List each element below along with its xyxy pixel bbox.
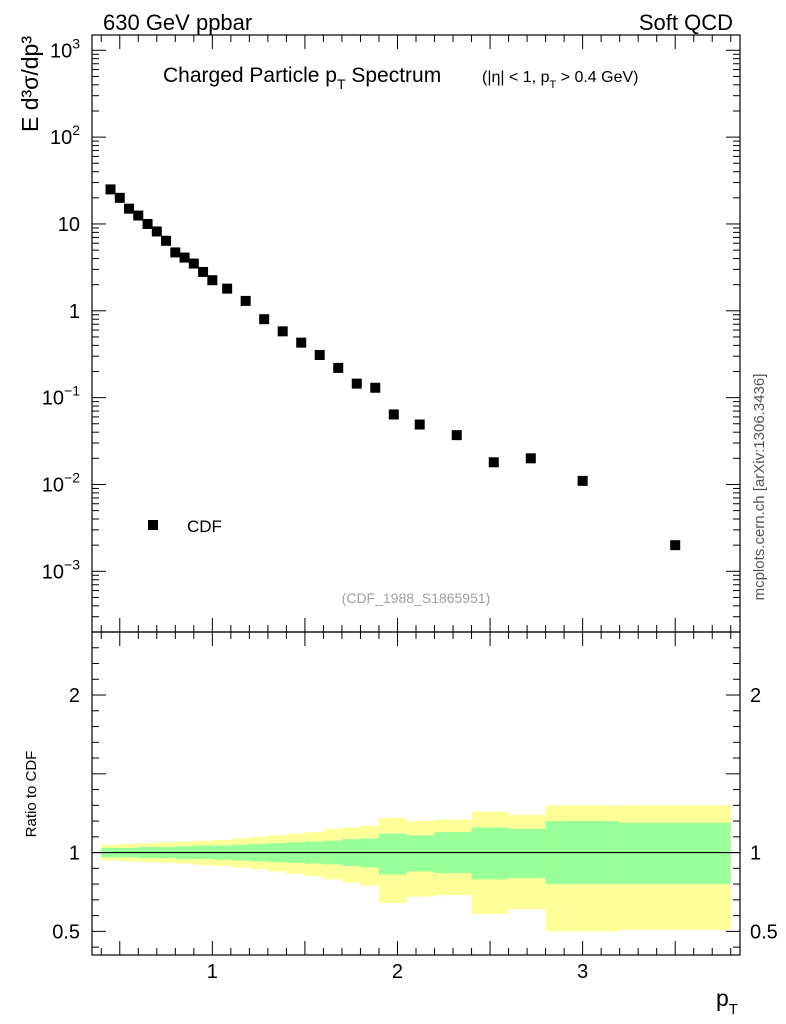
tick-label-exponent: −2 bbox=[64, 469, 80, 485]
ratio-y-tick-label-right: 1 bbox=[750, 843, 761, 865]
main-y-tick-label: 102 bbox=[50, 122, 80, 149]
header-left-label: 630 GeV ppbar bbox=[103, 10, 252, 35]
data-point bbox=[314, 349, 325, 360]
data-point bbox=[451, 430, 462, 441]
ratio-plot-panel: 0.5 0.5 1 1 2 2 1 2 3 Ratio to CDF pT bbox=[23, 631, 778, 1018]
main-data-points bbox=[105, 184, 681, 551]
data-point bbox=[525, 453, 536, 464]
analysis-tag: (CDF_1988_S1865951) bbox=[342, 590, 491, 606]
main-y-tick-label: 103 bbox=[50, 35, 80, 62]
data-point bbox=[259, 314, 270, 325]
data-point bbox=[277, 326, 288, 337]
data-point bbox=[170, 247, 181, 258]
legend-label-cdf: CDF bbox=[187, 517, 222, 536]
main-y-tick-label: 10 bbox=[58, 214, 80, 236]
data-point bbox=[414, 419, 425, 430]
main-cuts: (|η| < 1, pT > 0.4 GeV) bbox=[482, 69, 638, 91]
data-point bbox=[333, 362, 344, 373]
data-point bbox=[388, 409, 399, 420]
data-point bbox=[105, 184, 116, 195]
ratio-tick-labels: 0.5 0.5 1 1 2 2 1 2 3 bbox=[52, 685, 778, 983]
side-source-label: mcplots.cern.ch [arXiv:1306.3436] bbox=[751, 374, 768, 601]
data-point bbox=[222, 283, 233, 294]
data-point bbox=[188, 258, 199, 269]
x-axis-label-sub: T bbox=[729, 1001, 738, 1018]
data-point bbox=[488, 457, 499, 468]
tick-label-exponent: −1 bbox=[64, 383, 80, 399]
ratio-band-inner bbox=[406, 835, 435, 872]
main-title-main: Charged Particle p bbox=[163, 64, 337, 87]
data-point bbox=[670, 540, 681, 551]
main-title-tail: Spectrum bbox=[346, 64, 442, 87]
x-axis-label: pT bbox=[716, 985, 738, 1018]
x-tick-label: 3 bbox=[577, 961, 588, 983]
x-axis-label-main: p bbox=[716, 985, 729, 1011]
main-y-axis-label: E d³σ/dp³ bbox=[17, 36, 43, 132]
ratio-plot-frame bbox=[91, 631, 741, 956]
main-cuts-main: (|η| < 1, p bbox=[482, 69, 550, 86]
tick-label-base: 10 bbox=[42, 561, 64, 583]
main-plot-frame bbox=[91, 34, 741, 633]
tick-label-base: 10 bbox=[42, 388, 64, 410]
ratio-band-inner bbox=[471, 827, 509, 880]
ratio-uncertainty-bands bbox=[101, 805, 731, 932]
data-point bbox=[296, 337, 307, 348]
data-point bbox=[133, 210, 144, 221]
main-cuts-sub: T bbox=[549, 79, 556, 91]
main-axis-ticks bbox=[92, 35, 740, 633]
ratio-band-inner bbox=[619, 822, 731, 885]
ratio-y-tick-label-right: 0.5 bbox=[750, 921, 778, 943]
tick-label-exponent: 2 bbox=[72, 122, 80, 138]
tick-label-base: 10 bbox=[50, 127, 72, 149]
ratio-band-inner bbox=[378, 833, 407, 875]
legend-marker-cdf bbox=[148, 520, 158, 530]
main-y-tick-label: 10−1 bbox=[42, 383, 80, 410]
main-y-tick-label: 1 bbox=[69, 301, 80, 323]
data-point bbox=[124, 203, 135, 214]
tick-label-exponent: 3 bbox=[72, 35, 80, 51]
ratio-band-inner bbox=[508, 828, 546, 878]
x-tick-label: 2 bbox=[392, 961, 403, 983]
ratio-y-tick-label-left: 1 bbox=[69, 843, 80, 865]
header-right-label: Soft QCD bbox=[639, 10, 733, 35]
data-point bbox=[179, 252, 190, 263]
x-tick-label: 1 bbox=[207, 961, 218, 983]
main-y-tick-label: 10−3 bbox=[42, 556, 80, 583]
main-title-sub: T bbox=[337, 76, 346, 92]
data-point bbox=[142, 218, 153, 229]
data-point bbox=[370, 382, 381, 393]
data-point bbox=[351, 378, 362, 389]
data-point bbox=[114, 192, 125, 203]
ratio-y-axis-label: Ratio to CDF bbox=[23, 751, 40, 838]
data-point bbox=[240, 295, 251, 306]
ratio-y-tick-label-right: 2 bbox=[750, 685, 761, 707]
tick-label-base: 10 bbox=[50, 40, 72, 62]
ratio-y-tick-label-left: 0.5 bbox=[52, 921, 80, 943]
data-point bbox=[577, 475, 588, 486]
tick-label-exponent: −3 bbox=[64, 556, 80, 572]
tick-label-base: 10 bbox=[42, 474, 64, 496]
data-point bbox=[161, 235, 172, 246]
main-title: Charged Particle pT Spectrum bbox=[163, 64, 441, 92]
data-point bbox=[198, 266, 209, 277]
main-y-tick-label: 10−2 bbox=[42, 469, 80, 496]
data-point bbox=[151, 226, 162, 237]
ratio-y-tick-label-left: 2 bbox=[69, 685, 80, 707]
data-point bbox=[207, 275, 218, 286]
main-cuts-tail: > 0.4 GeV) bbox=[556, 69, 638, 86]
